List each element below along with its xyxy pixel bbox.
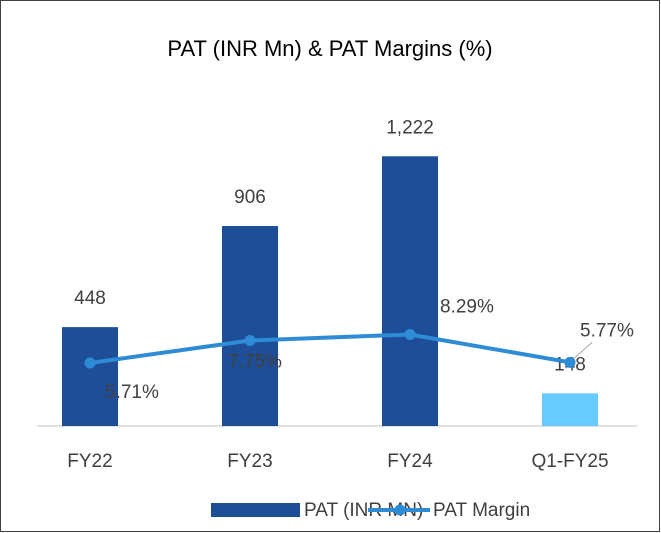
- x-tick-label: FY22: [67, 451, 112, 472]
- margin-value-label: 5.77%: [580, 320, 634, 341]
- legend-marker: [394, 504, 406, 516]
- legend-label: PAT (INR MN): [304, 500, 423, 521]
- margin-line: [89, 332, 571, 365]
- bar: [222, 226, 278, 426]
- x-tick-label: Q1-FY25: [531, 451, 608, 472]
- bar-value-label: 448: [74, 288, 106, 309]
- legend-label: PAT Margin: [433, 500, 530, 521]
- bar-value-label: 906: [234, 187, 266, 208]
- leader-line: [573, 341, 593, 359]
- margin-value-label: 7.75%: [228, 351, 282, 372]
- chart-title: PAT (INR Mn) & PAT Margins (%): [167, 36, 492, 61]
- bar: [542, 393, 598, 426]
- margin-value-label: 5.71%: [105, 382, 159, 403]
- margin-marker: [244, 334, 256, 346]
- margin-marker: [404, 329, 416, 341]
- margin-marker: [564, 356, 576, 368]
- bar: [62, 327, 118, 426]
- margin-value-label: 8.29%: [440, 297, 494, 318]
- bar: [382, 156, 438, 426]
- bar-value-label: 1,222: [386, 117, 434, 138]
- legend-swatch: [211, 503, 300, 517]
- x-tick-label: FY24: [387, 451, 433, 472]
- margin-marker: [84, 357, 96, 369]
- x-tick-label: FY23: [227, 451, 272, 472]
